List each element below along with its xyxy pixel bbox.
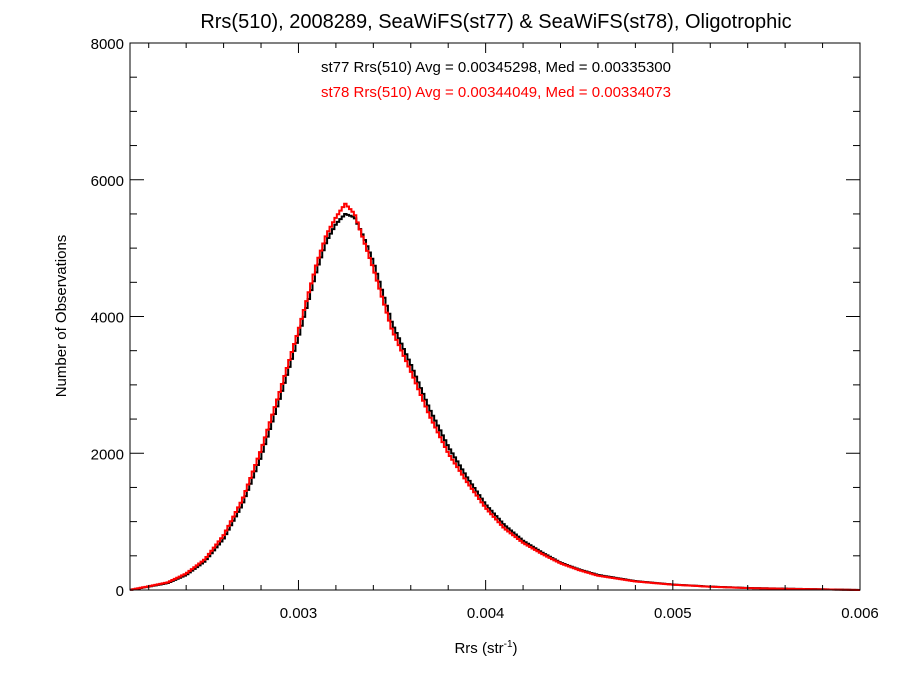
st78-stats-annotation: st78 Rrs(510) Avg = 0.00344049, Med = 0.… [321, 84, 671, 101]
y-tick-label: 0 [116, 583, 124, 600]
x-axis-label-main: Rrs (str [454, 640, 503, 657]
plot-frame [129, 42, 861, 591]
x-tick-label: 0.004 [467, 605, 505, 622]
series-layer [130, 202, 860, 591]
chart-title: Rrs(510), 2008289, SeaWiFS(st77) & SeaWi… [200, 11, 791, 33]
x-axis-label: Rrs (str-1) [454, 639, 517, 657]
y-axis-label: Number of Observations [53, 235, 70, 398]
series-st77-line [130, 212, 860, 591]
y-tick-label: 8000 [91, 36, 124, 53]
x-tick-label: 0.005 [654, 605, 692, 622]
x-axis-label-close: ) [513, 640, 518, 657]
st77-stats-annotation: st77 Rrs(510) Avg = 0.00345298, Med = 0.… [321, 59, 671, 76]
y-tick-label: 6000 [91, 173, 124, 190]
ticks-layer: 0.003 0.004 0.005 0.006 0 2000 4000 6000 8000 [91, 36, 879, 622]
y-tick-label: 4000 [91, 310, 124, 327]
x-axis-label-superscript: -1 [504, 639, 513, 650]
y-tick-label: 2000 [91, 446, 124, 463]
x-tick-label: 0.003 [280, 605, 318, 622]
x-tick-label: 0.006 [841, 605, 879, 622]
series-st78-line [130, 202, 860, 591]
